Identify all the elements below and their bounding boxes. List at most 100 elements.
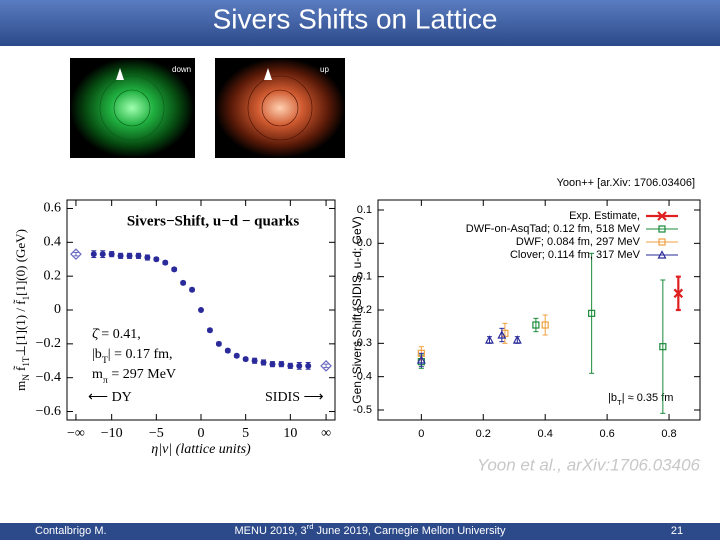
point <box>320 359 332 372</box>
legend-marker <box>658 225 666 233</box>
y-tick-label: 0 <box>54 302 61 317</box>
text-part: m <box>92 367 103 382</box>
point <box>484 335 494 344</box>
y-tick-label: -0.5 <box>353 404 372 416</box>
text-part: ⟵ DY <box>88 390 132 405</box>
x-tick-label: 0 <box>418 428 424 440</box>
slide-title: Sivers Shifts on Lattice <box>213 3 498 34</box>
point <box>296 362 303 369</box>
heatmap-down: down <box>70 58 195 158</box>
text-part: = 297 MeV <box>108 367 176 382</box>
heatmap-label: up <box>320 65 329 74</box>
point <box>153 256 160 263</box>
x-tick-label: 10 <box>283 426 297 441</box>
point <box>278 361 285 368</box>
y-tick-label: 0.0 <box>357 237 372 249</box>
point <box>532 321 540 329</box>
x-tick-label: 0 <box>198 426 205 441</box>
x-tick-label: 0.2 <box>476 428 491 440</box>
chart: 0.6 0.4 0.2 0 −0.2 −0.4 −0.6 −∞ −10 −5 0 5 10 ∞ Sivers… <box>13 199 336 457</box>
point <box>287 362 294 369</box>
x-tick-label: 0.8 <box>661 428 676 440</box>
text-part: 1T <box>21 356 31 367</box>
annotation: SIDIS ⟶ <box>265 390 324 405</box>
point <box>135 252 142 259</box>
y-tick-label: −0.4 <box>36 370 61 385</box>
annotation: |bT| ≈ 0.35 fm <box>608 392 673 407</box>
point <box>117 252 124 259</box>
legend-label: DWF-on-AsqTad; 0.12 fm, 518 MeV <box>466 223 641 235</box>
legend-label: Exp. Estimate, <box>569 210 640 222</box>
y-tick-label: 0.4 <box>44 235 62 250</box>
point <box>233 352 240 359</box>
text-part: SIDIS ⟶ <box>265 390 324 405</box>
point <box>588 309 596 317</box>
text-part: Gen. Sivers Shift (SIDIS, u-d; GeV) <box>350 216 364 403</box>
point <box>242 356 249 363</box>
annotation: mπ = 297 MeV <box>92 367 176 386</box>
point <box>198 307 205 314</box>
footer-bar <box>0 523 720 540</box>
chart: 0.1 0.0 -0.1 -0.2 -0.3 -0.4 -0.5 0 0.2 0.4 0.6 0.8 G… <box>350 199 701 440</box>
y-tick-label: -0.2 <box>353 304 372 316</box>
point <box>305 362 312 369</box>
x-tick-label: ∞ <box>321 426 331 441</box>
y-tick-label: 0.1 <box>357 204 372 216</box>
y-tick-label: −0.2 <box>36 336 61 351</box>
legend-label: Clover; 0.114 fm, 317 MeV <box>510 249 641 261</box>
text-part: | = 0.17 fm, <box>108 347 173 362</box>
y-tick-label: -0.4 <box>353 371 372 383</box>
text-part: |b <box>92 347 102 362</box>
text-part: ζ̂ = 0.41, <box>92 327 141 342</box>
text-part: |b <box>608 392 617 404</box>
y-tick-label: -0.3 <box>353 337 372 349</box>
legend-label: DWF; 0.084 fm, 297 MeV <box>516 236 641 248</box>
y-tick-label: 0.2 <box>44 268 62 283</box>
footer-event: MENU 2019, 3rd June 2019, Carnegie Mello… <box>235 522 506 537</box>
x-tick-label: −5 <box>149 426 164 441</box>
text-part: 1 <box>21 296 31 301</box>
point <box>251 357 258 364</box>
text-part: ⊥[1](1) / f̃ <box>13 299 28 357</box>
text-part: T <box>617 398 622 407</box>
point <box>260 359 267 366</box>
footer-author: Contalbrigo M. <box>35 525 107 537</box>
y-tick-label: −0.6 <box>36 404 61 419</box>
point <box>189 286 196 293</box>
text-part: June 2019, Carnegie Mellon University <box>314 525 506 537</box>
legend-marker <box>657 211 667 221</box>
text-part: | ≈ 0.35 fm <box>622 392 674 404</box>
chart-title: Sivers−Shift, u−d − quarks <box>127 213 300 229</box>
point <box>541 321 549 329</box>
annotation: |bT| = 0.17 fm, <box>92 347 173 366</box>
text-part: [1](0) (GeV) <box>13 229 28 296</box>
point <box>497 330 507 339</box>
text-part: N <box>21 374 31 381</box>
text-part: m <box>13 381 28 391</box>
point <box>659 343 667 351</box>
text-part: MENU 2019, 3 <box>235 525 307 537</box>
text-part: f̃ <box>13 365 28 374</box>
x-tick-label: 0.4 <box>538 428 553 440</box>
y-tick-label: 0.6 <box>44 201 62 216</box>
title-bar <box>0 0 720 46</box>
point <box>162 259 169 266</box>
point <box>180 279 187 286</box>
watermark: Yoon et al., arXiv:1706.03406 <box>477 455 701 474</box>
y-axis-label: mN f̃1T⊥[1](1) / f̃1[1](0) (GeV) <box>13 229 31 391</box>
point <box>99 251 106 258</box>
x-axis-label: η|v| (lattice units) <box>151 442 251 457</box>
text-part: T <box>102 355 108 366</box>
point <box>416 355 426 364</box>
text-part: π <box>103 375 108 386</box>
heatmap-up: up <box>215 58 345 158</box>
point <box>70 248 82 261</box>
x-tick-label: −∞ <box>67 426 85 441</box>
footer-page: 21 <box>671 525 683 537</box>
citation: Yoon++ [ar.Xiv: 1706.03406] <box>557 177 695 189</box>
legend-marker <box>657 250 667 259</box>
legend-marker <box>658 238 666 246</box>
point <box>215 340 222 347</box>
point <box>108 251 115 258</box>
